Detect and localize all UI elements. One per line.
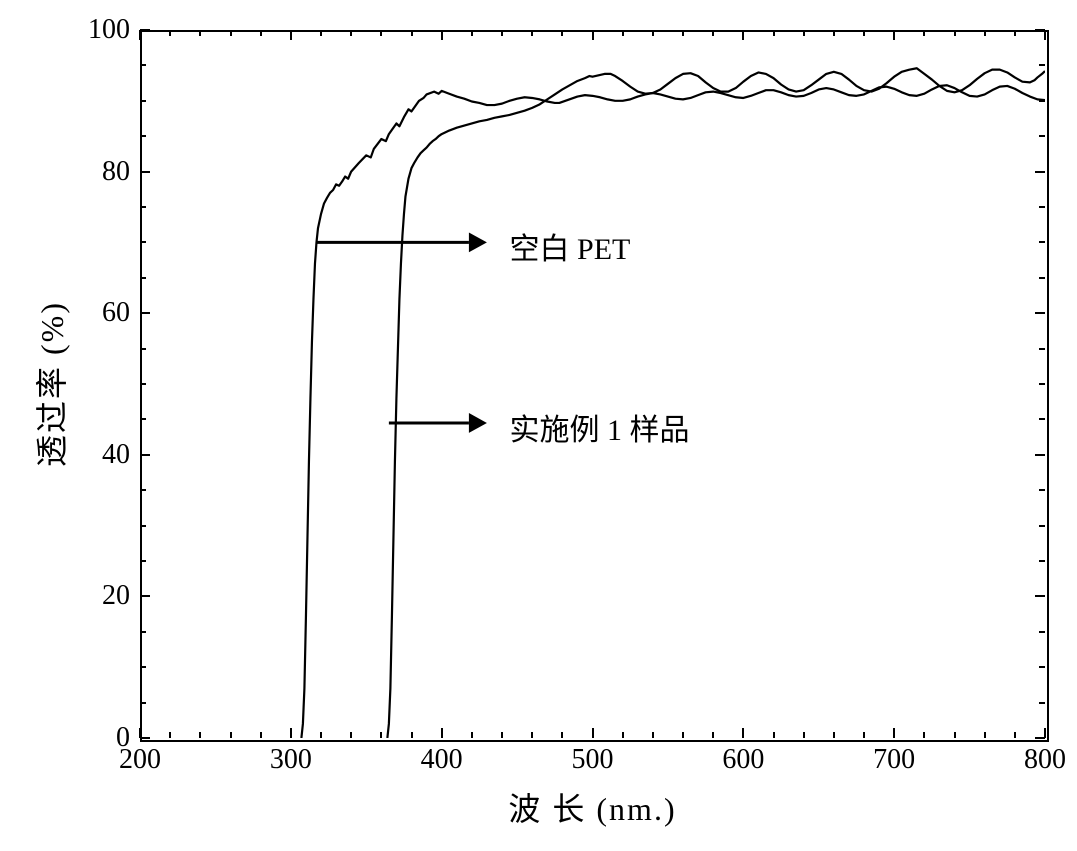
annotation-text: 空白 PET bbox=[510, 224, 631, 268]
annotation-arrowhead bbox=[469, 233, 487, 253]
annotation-arrowhead bbox=[469, 413, 487, 433]
x-axis-label: 波 长 (nm.) bbox=[508, 784, 676, 830]
series-example1-sample bbox=[387, 68, 1045, 738]
y-axis-label: 透过率 (%) bbox=[27, 301, 73, 467]
annotation-text: 实施例 1 样品 bbox=[510, 405, 690, 449]
